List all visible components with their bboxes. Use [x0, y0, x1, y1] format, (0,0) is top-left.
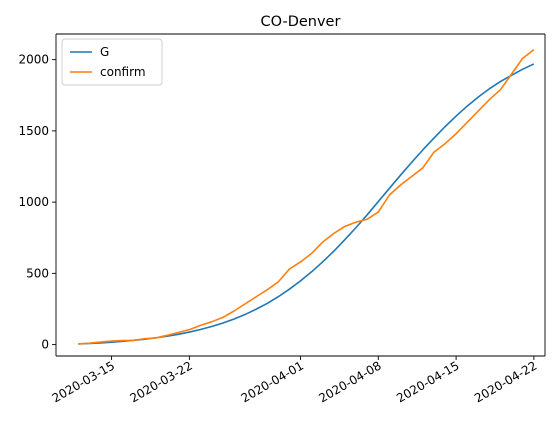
legend-box	[61, 38, 163, 86]
y-tick-label: 2000	[18, 53, 49, 67]
legend-label: confirm	[100, 65, 146, 79]
chart-title: CO-Denver	[261, 14, 341, 30]
x-tick-label: 2020-04-08	[316, 358, 383, 405]
x-tick-label: 2020-03-22	[127, 358, 194, 405]
series-line-confirm	[78, 49, 535, 345]
y-tick-label: 1000	[18, 195, 49, 209]
x-tick-label: 2020-04-15	[394, 358, 461, 405]
plot-background	[56, 34, 545, 356]
legend-label: G	[100, 45, 109, 59]
plot-area	[56, 34, 545, 356]
x-tick-label: 2020-04-01	[239, 358, 306, 405]
y-tick-label: 1500	[18, 124, 49, 138]
series-layer	[78, 49, 535, 345]
x-tick-label: 2020-03-15	[50, 358, 117, 405]
x-tick-label: 2020-04-22	[472, 358, 539, 405]
y-tick-label: 0	[41, 338, 49, 352]
y-tick-label: 500	[26, 266, 49, 280]
